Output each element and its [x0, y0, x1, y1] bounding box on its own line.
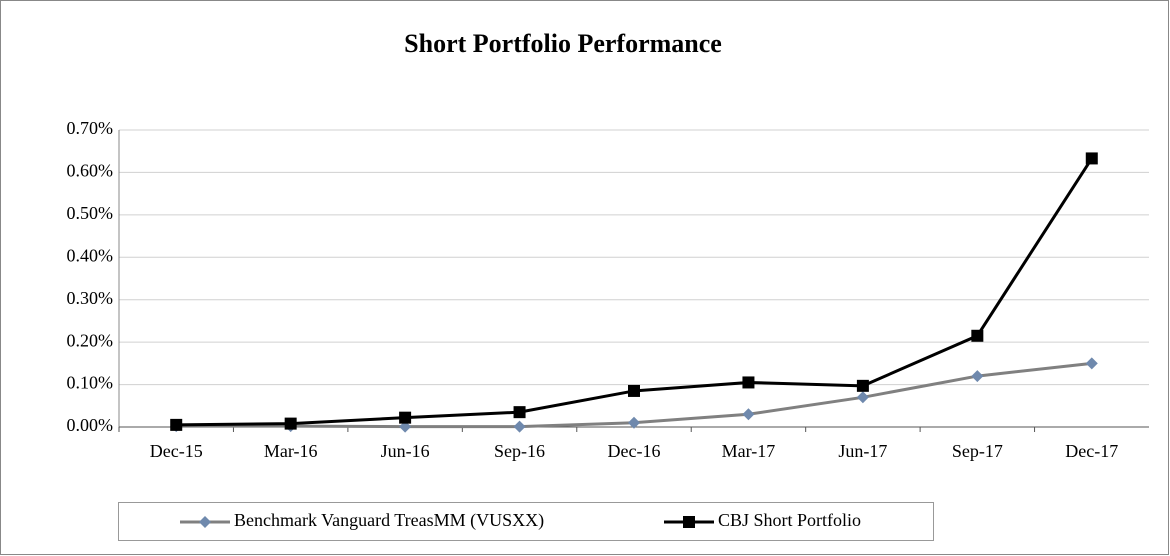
data-point [399, 411, 412, 424]
legend-marker [683, 516, 695, 528]
data-point [1085, 357, 1098, 370]
legend-label: CBJ Short Portfolio [718, 510, 861, 530]
data-point [742, 408, 755, 421]
data-point [513, 406, 526, 419]
x-tick-label: Mar-17 [722, 441, 776, 461]
x-tick-label: Jun-17 [838, 441, 887, 461]
chart-title: Short Portfolio Performance [404, 29, 722, 58]
y-tick-label: 0.50% [67, 203, 114, 223]
x-tick-label: Sep-16 [494, 441, 545, 461]
legend-box [118, 502, 934, 541]
data-point [971, 329, 984, 342]
data-point [1085, 152, 1098, 165]
data-point [742, 376, 755, 389]
data-point [856, 391, 869, 404]
y-tick-label: 0.60% [67, 161, 114, 181]
x-tick-label: Dec-15 [150, 441, 203, 461]
legend-label: Benchmark Vanguard TreasMM (VUSXX) [234, 510, 544, 531]
data-point [628, 416, 640, 429]
y-tick-label: 0.30% [67, 288, 114, 308]
y-tick-label: 0.10% [67, 373, 114, 393]
x-tick-label: Sep-17 [952, 441, 1003, 461]
x-tick-label: Dec-16 [608, 441, 661, 461]
y-tick-label: 0.40% [67, 245, 114, 265]
data-point [284, 417, 297, 430]
data-point [971, 370, 984, 383]
x-tick-label: Mar-16 [264, 441, 318, 461]
data-point [856, 379, 869, 392]
data-point [513, 420, 526, 433]
y-tick-label: 0.00% [67, 415, 114, 435]
data-point [170, 418, 183, 431]
legend-marker [199, 516, 211, 528]
y-tick-label: 0.70% [67, 118, 114, 138]
x-tick-label: Dec-17 [1065, 441, 1118, 461]
x-tick-label: Jun-16 [381, 441, 430, 461]
data-point [628, 384, 640, 397]
y-tick-label: 0.20% [67, 330, 114, 350]
